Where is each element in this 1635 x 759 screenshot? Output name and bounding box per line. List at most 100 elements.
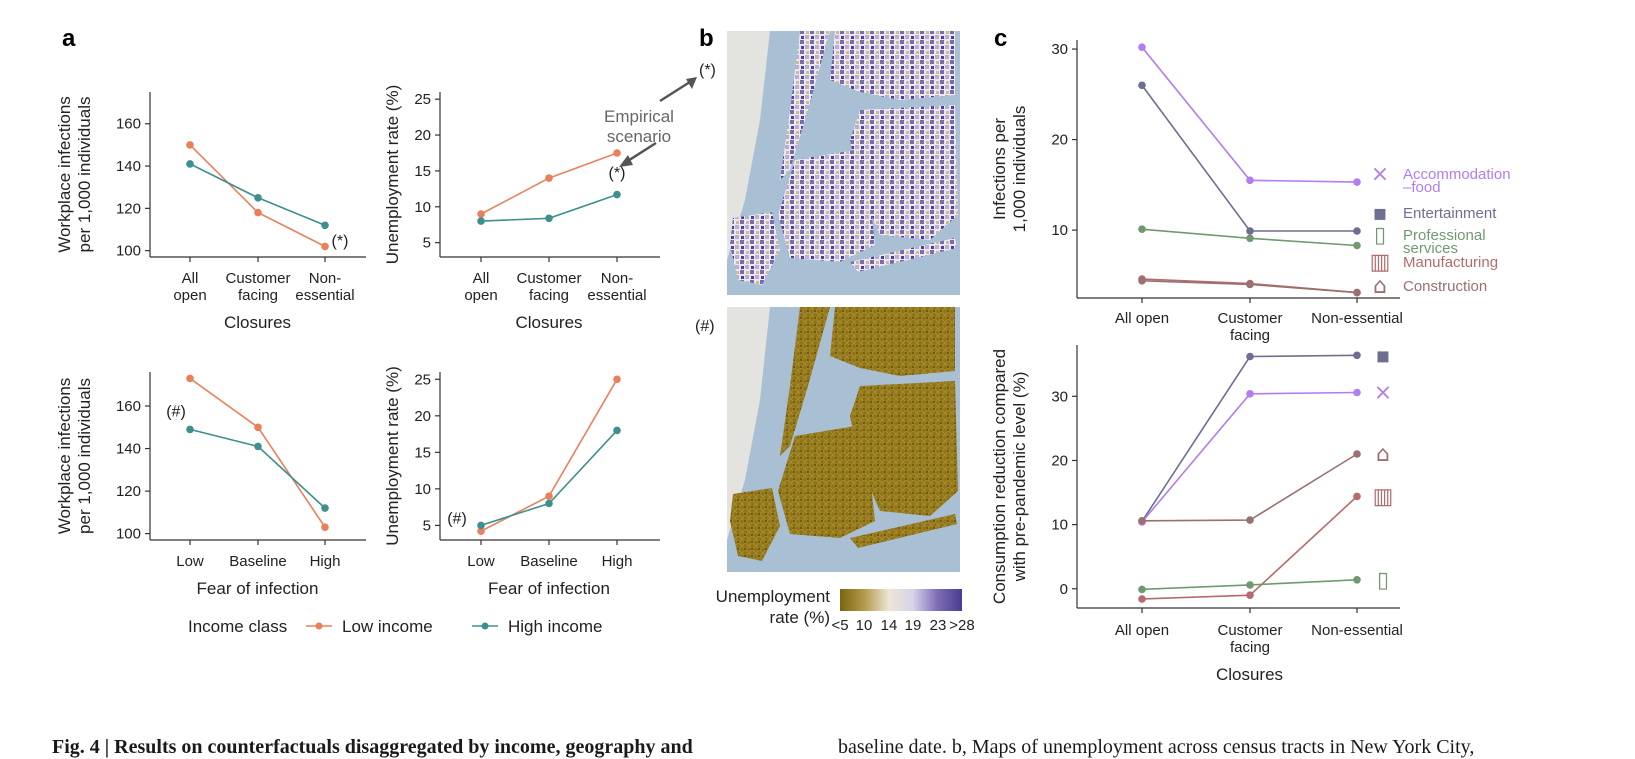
x-tick-label: Low [467, 553, 495, 570]
series-line [1141, 354, 1358, 522]
y-axis-label: Unemployment rate (%) [383, 85, 402, 265]
x-axis-label: Fear of infection [197, 579, 319, 598]
y-axis-label: Unemployment rate (%) [383, 366, 402, 546]
map-bottom-staten-island [730, 488, 780, 561]
construction-icon: ⌂ [1376, 442, 1390, 467]
panel-label-b: b [699, 25, 714, 52]
professional-services-icon: ▯ [1374, 223, 1386, 248]
income-legend: Income class Low income High income [188, 617, 603, 636]
data-point [477, 217, 485, 225]
data-point [1246, 390, 1254, 398]
legend-high-income-marker [481, 622, 489, 630]
series-line [480, 429, 618, 527]
entertainment-icon: ▪ [1376, 343, 1391, 368]
colorbar-tick-label: 23 [930, 617, 947, 634]
panel-label-a: a [62, 25, 76, 52]
map-arrow-head [686, 77, 697, 89]
colorbar-title-line2: rate (%) [770, 608, 830, 627]
y-tick-label: 10 [414, 199, 431, 216]
data-point [613, 426, 621, 435]
map-top-manhattan [780, 31, 830, 180]
data-point [1353, 351, 1361, 360]
series-line [480, 152, 618, 215]
data-point [1353, 450, 1361, 458]
map-top-brooklyn [778, 150, 875, 262]
data-point [321, 242, 329, 251]
figure-caption-left: Fig. 4 | Results on counterfactuals disa… [52, 736, 693, 758]
colorbar: Unemployment rate (%) <5 10 14 19 23 >28 [716, 587, 975, 634]
legend-low-income-label: Low income [342, 617, 433, 636]
chart-a2: 5 10 15 20 25 All open Customer facingNon-essent… [383, 85, 674, 332]
chart-annotation: (*) [332, 233, 349, 250]
x-tick-label: Baseline [520, 553, 578, 570]
y-axis-label: Infections per1,000 individuals [990, 106, 1029, 233]
x-tick-label: All open [173, 270, 206, 304]
data-point [186, 160, 194, 168]
manufacturing-icon: ▥ [1370, 250, 1391, 275]
data-point [1246, 280, 1254, 289]
sector-label: Accommodation –food [1403, 166, 1511, 196]
x-tick-label: High [602, 553, 633, 570]
y-tick-label: 20 [1051, 452, 1068, 469]
chart-annotation: Empirical scenario [604, 107, 674, 146]
series-line [1141, 453, 1358, 522]
annotation-arrows [619, 77, 697, 167]
data-point [477, 527, 485, 535]
map-top-annotation: (*) [699, 62, 716, 79]
panel-label-c: c [994, 25, 1007, 52]
y-tick-label: 5 [423, 517, 431, 534]
data-point [1138, 595, 1146, 603]
map-bottom-rockaway [850, 514, 957, 548]
x-tick-label: Non-essential [1311, 310, 1403, 327]
data-point [1138, 225, 1146, 233]
data-point [545, 492, 553, 501]
data-point [254, 208, 262, 217]
map-bottom-manhattan [780, 307, 830, 456]
sector-label: Manufacturing [1403, 254, 1498, 271]
x-tick-label: Non-essential [1311, 622, 1403, 639]
colorbar-gradient [840, 589, 962, 611]
chart-c1: 10 20 30 All open Customer facing Non-essentia… [990, 40, 1403, 344]
y-tick-label: 160 [116, 398, 141, 415]
data-point [613, 375, 621, 384]
x-tick-label: All open [1115, 622, 1169, 639]
sector-label: Construction [1403, 278, 1487, 295]
y-tick-label: 10 [1051, 517, 1068, 534]
chart-c2: 0 10 20 30 All open Customer facing Non-essenti… [990, 345, 1403, 684]
data-point [254, 442, 262, 451]
data-point [186, 141, 194, 149]
x-tick-label: High [310, 553, 341, 570]
legend-title: Income class [188, 617, 287, 636]
y-tick-label: 120 [116, 200, 141, 217]
chart-a3: 100 120 140 160 Low Baseline High Fear of infec… [55, 372, 366, 598]
map-bottom-brooklyn [778, 426, 875, 538]
data-point [1246, 234, 1254, 243]
map-top-queens [850, 105, 958, 240]
y-tick-label: 15 [414, 444, 431, 461]
sector-label: Professional services [1403, 227, 1486, 257]
y-tick-label: 25 [414, 91, 431, 108]
data-point [1246, 591, 1254, 599]
data-point [321, 221, 329, 230]
y-tick-label: 30 [1051, 41, 1068, 58]
y-tick-label: 140 [116, 158, 141, 175]
map-bottom-queens [850, 381, 958, 516]
x-tick-label: Low [176, 553, 204, 570]
empirical-arrow-head [619, 155, 633, 167]
sector-icons-c2: ▪ × ⌂ ▥ ▯ [1373, 343, 1394, 593]
legend-low-income-marker [315, 622, 323, 630]
y-tick-label: 25 [414, 371, 431, 388]
data-point [1246, 581, 1254, 589]
chart-a4: 5 10 15 20 25 Low Baseline High Fear of infectio… [383, 366, 660, 598]
y-tick-label: 10 [414, 481, 431, 498]
data-point [1353, 388, 1361, 397]
x-tick-label: Customer facing [1217, 622, 1282, 656]
x-tick-label: Customer facing [516, 270, 581, 304]
entertainment-icon: ▪ [1373, 201, 1388, 226]
chart-annotation: (#) [447, 511, 467, 528]
y-tick-label: 20 [1051, 132, 1068, 149]
map-top [727, 31, 960, 295]
map-top-rockaway [850, 238, 957, 272]
y-tick-label: 20 [414, 408, 431, 425]
